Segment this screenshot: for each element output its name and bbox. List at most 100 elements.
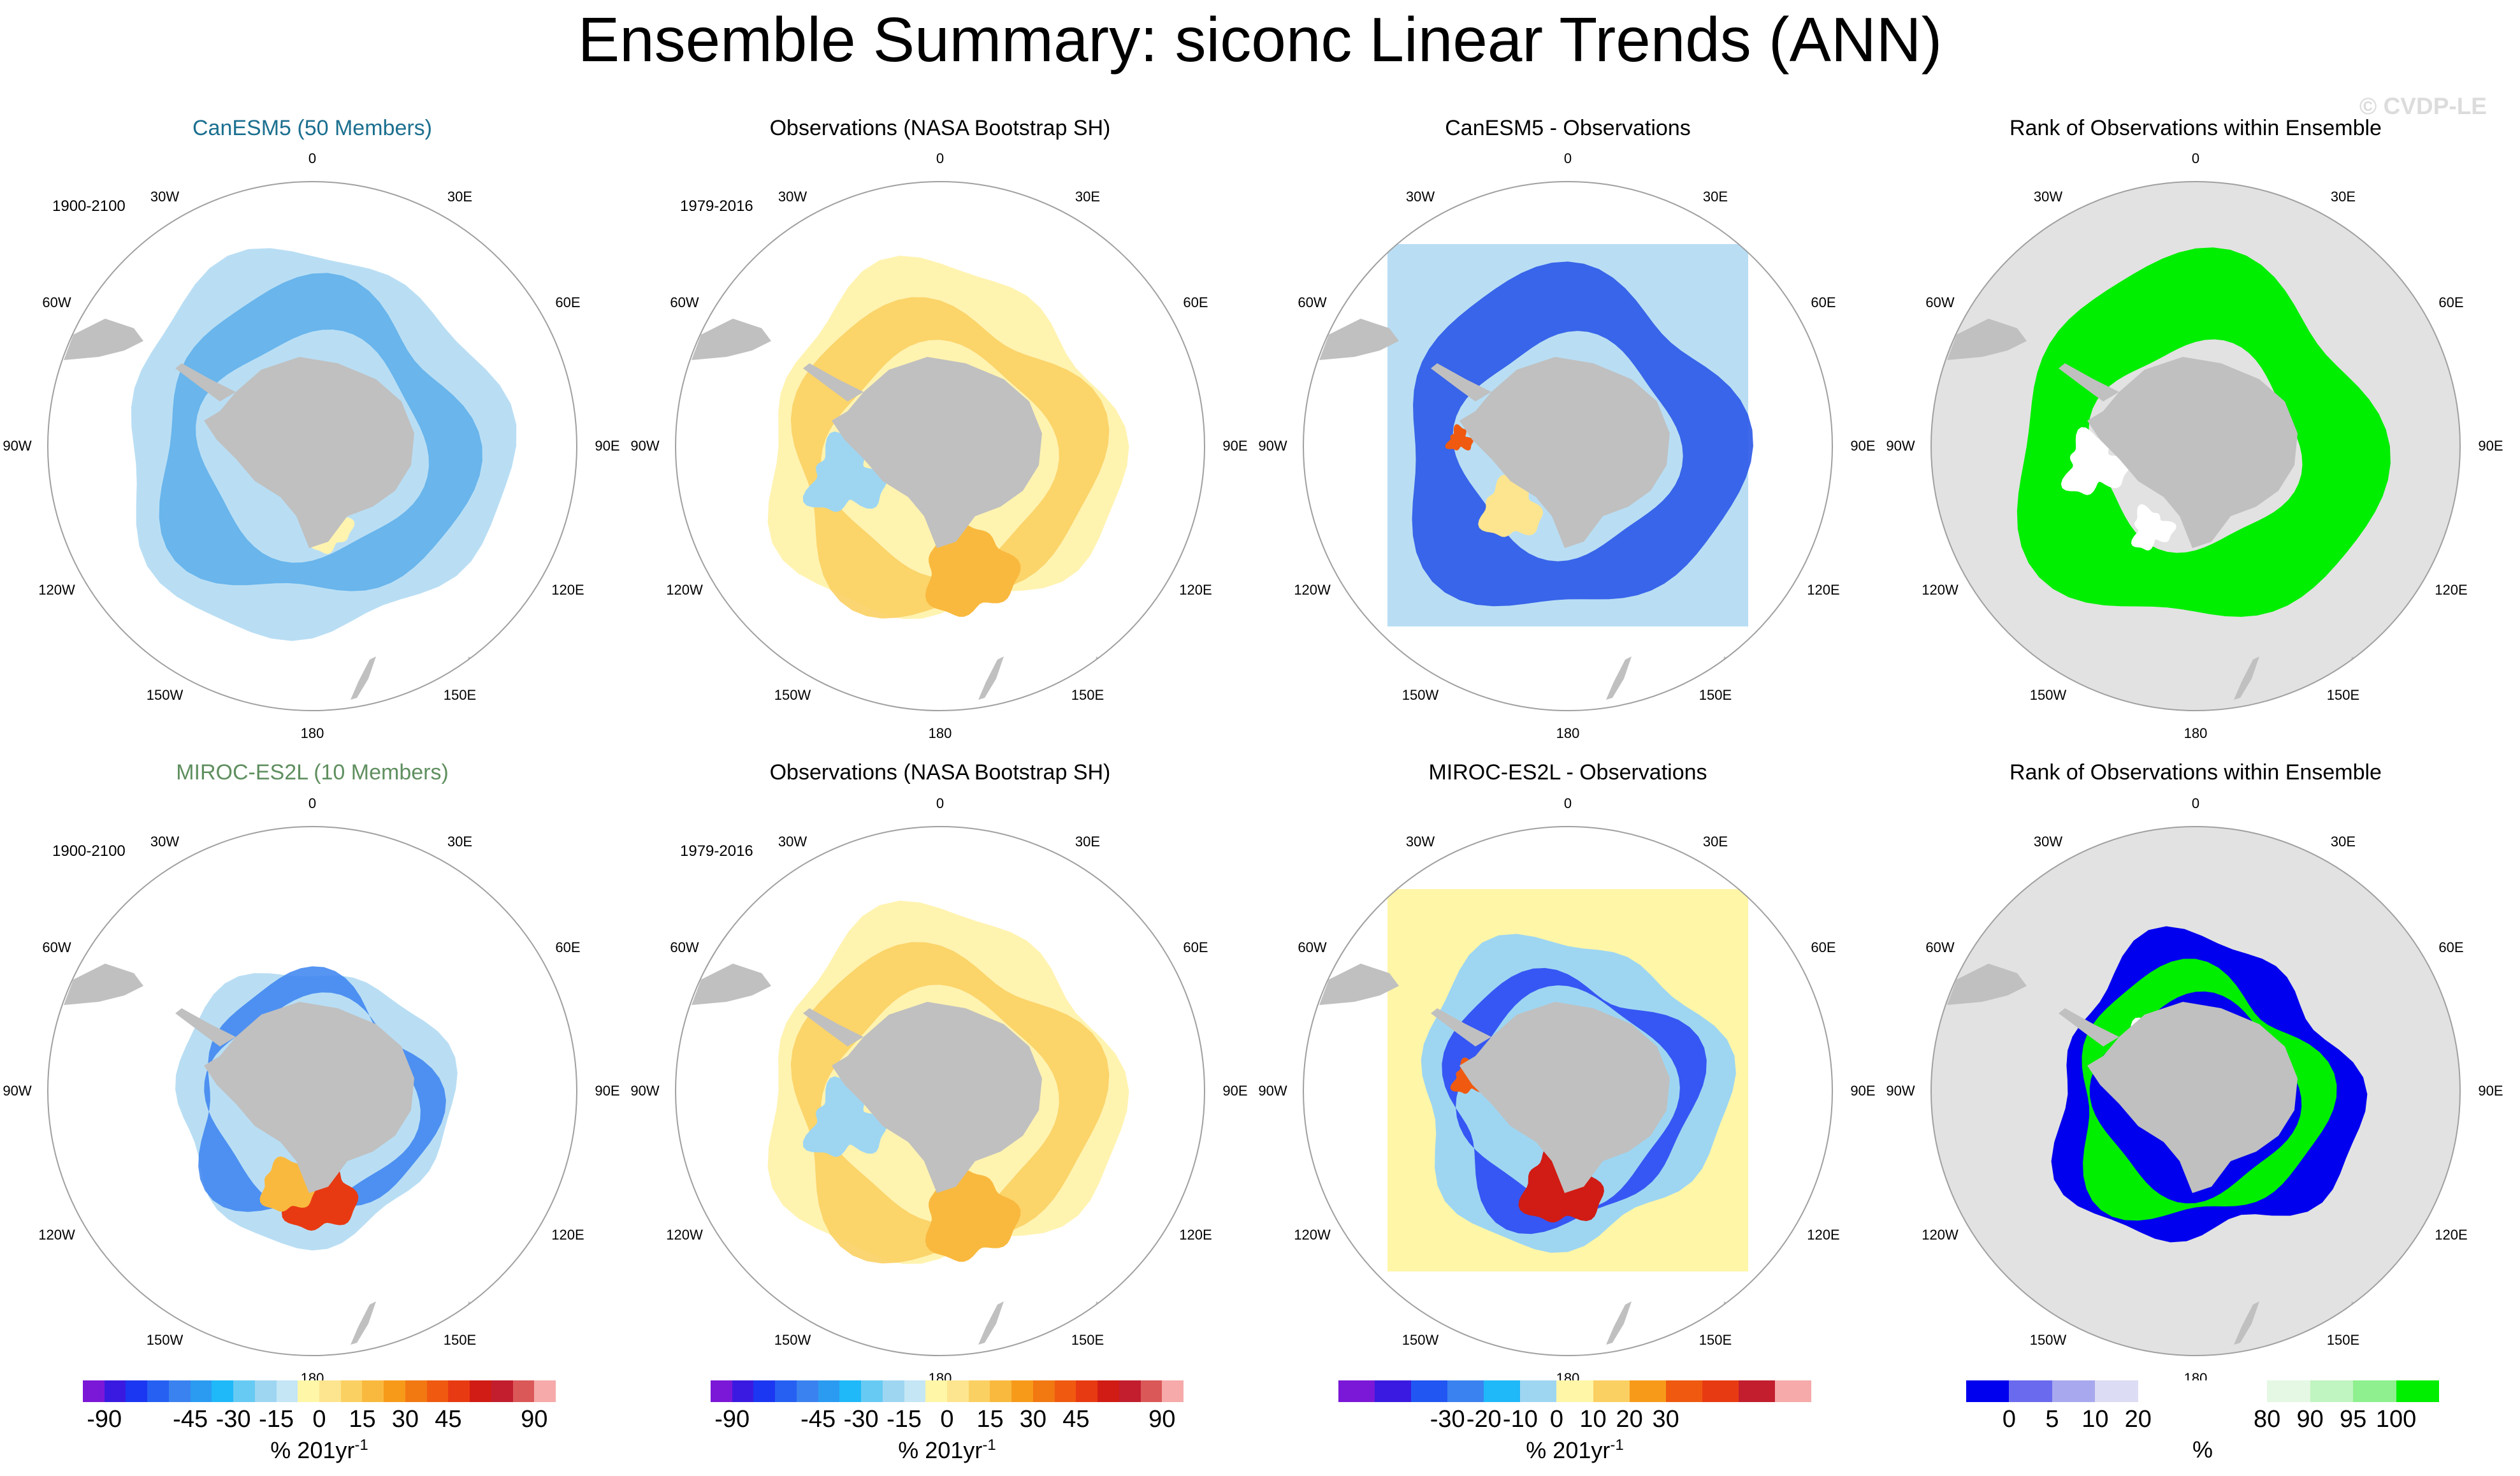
colorbar-tick-label: 30 — [391, 1406, 419, 1433]
longitude-label: 30E — [1702, 189, 1728, 205]
colorbar-tick-label: -45 — [173, 1406, 208, 1433]
map-boundary — [1930, 826, 2461, 1356]
colorbar-cell — [775, 1380, 797, 1402]
panel-title: MIROC-ES2L - Observations — [1428, 760, 1707, 785]
colorbar-cell — [990, 1380, 1012, 1402]
colorbar-tick-label: 30 — [1019, 1406, 1047, 1433]
longitude-label: 90E — [2478, 438, 2503, 454]
colorbar-tick-label: 90 — [1148, 1406, 1176, 1433]
map-boundary — [675, 826, 1205, 1356]
colorbar-cell — [1774, 1380, 1812, 1402]
longitude-label: 60E — [2438, 939, 2464, 955]
longitude-label: 120W — [1922, 581, 1959, 598]
colorbar-cell — [426, 1380, 449, 1402]
map-row2-col2 — [675, 826, 1205, 1356]
longitude-label: 120W — [1294, 1226, 1331, 1243]
new-zealand-landmass — [2234, 1301, 2259, 1345]
colorbar-cell — [732, 1380, 754, 1402]
new-zealand-landmass — [978, 656, 1004, 700]
colorbar-cell — [2138, 1380, 2182, 1402]
longitude-label: 120E — [551, 1226, 584, 1243]
colorbar-cell — [104, 1380, 126, 1402]
south-america-landmass — [1319, 319, 1399, 360]
colorbar-cell — [212, 1380, 234, 1402]
longitude-label: 60E — [1183, 294, 1208, 310]
longitude-label: 30W — [150, 189, 180, 205]
longitude-label: 60W — [670, 294, 699, 310]
longitude-label: 90W — [1886, 1083, 1915, 1099]
colorbar-cell — [2396, 1380, 2440, 1402]
longitude-label: 120W — [666, 581, 703, 598]
colorbar-cell — [1032, 1380, 1055, 1402]
panel-title: Observations (NASA Bootstrap SH) — [769, 760, 1111, 785]
figure-title: Ensemble Summary: siconc Linear Trends (… — [577, 4, 1943, 75]
colorbar-cell — [2009, 1380, 2053, 1402]
new-zealand-landmass — [2234, 656, 2259, 700]
colorbar-cell — [753, 1380, 776, 1402]
colorbar-cell — [1702, 1380, 1739, 1402]
period-label: 1900-2100 — [52, 843, 126, 860]
longitude-label: 150W — [1401, 686, 1439, 703]
colorbar-tick-label: 100 — [2375, 1406, 2417, 1433]
longitude-label: 120W — [38, 581, 75, 598]
colorbar-cell — [1011, 1380, 1034, 1402]
longitude-label: 120E — [2435, 1226, 2468, 1243]
colorbar-cell — [319, 1380, 342, 1402]
colorbar-cell — [384, 1380, 406, 1402]
longitude-label: 150W — [774, 686, 811, 703]
south-america-landmass — [692, 964, 771, 1005]
new-zealand-landmass — [1606, 1301, 1632, 1345]
map-boundary — [1303, 181, 1833, 711]
colorbar-cell — [448, 1380, 470, 1402]
map-boundary — [1930, 181, 2461, 711]
colorbar-cell — [2052, 1380, 2096, 1402]
longitude-label: 30E — [1075, 189, 1101, 205]
longitude-label: 150W — [2029, 1331, 2067, 1348]
colorbar-cell — [1119, 1380, 1141, 1402]
panel-title: Rank of Observations within Ensemble — [2009, 116, 2382, 140]
map-row2-col1 — [47, 826, 577, 1356]
colorbar-cell — [405, 1380, 428, 1402]
longitude-label: 150W — [2029, 686, 2067, 703]
antarctica-landmass — [832, 1002, 1042, 1193]
longitude-label: 60W — [42, 294, 71, 310]
longitude-label: 30E — [1702, 834, 1728, 850]
colorbar-cell — [2310, 1380, 2354, 1402]
longitude-label: 90E — [1850, 438, 1876, 454]
longitude-label: 150W — [146, 1331, 184, 1348]
colorbar-cell — [1966, 1380, 2009, 1402]
new-zealand-landmass — [351, 656, 376, 700]
colorbar-tick-label: 45 — [435, 1406, 462, 1433]
colorbar-cell — [534, 1380, 556, 1402]
longitude-label: 120W — [666, 1226, 703, 1243]
panel-title: CanESM5 (50 Members) — [192, 116, 432, 140]
new-zealand-landmass — [351, 1301, 376, 1345]
map-boundary — [47, 181, 577, 711]
map-boundary — [1303, 826, 1833, 1356]
colorbar-cell — [796, 1380, 819, 1402]
colorbar-tick-label: -15 — [887, 1406, 922, 1433]
longitude-label: 150E — [443, 686, 477, 703]
antarctica-landmass — [204, 357, 414, 548]
longitude-label: 30W — [2033, 189, 2063, 205]
longitude-label: 180 — [300, 725, 324, 741]
longitude-label: 30E — [1075, 834, 1101, 850]
colorbar-cell — [126, 1380, 148, 1402]
colorbar-tick-label: 15 — [349, 1406, 376, 1433]
longitude-label: 150W — [1401, 1331, 1439, 1348]
colorbar-cell — [2353, 1380, 2397, 1402]
colorbar-cell — [147, 1380, 170, 1402]
rank-colorbar: 0 5 10 20 80 90 95 100% — [1966, 1380, 2440, 1470]
colorbar-cell — [491, 1380, 514, 1402]
longitude-label: 90W — [1258, 1083, 1287, 1099]
longitude-label: 0 — [2191, 795, 2200, 811]
colorbar-cell — [190, 1380, 212, 1402]
longitude-label: 0 — [1563, 150, 1572, 166]
longitude-label: 150E — [2326, 1331, 2360, 1348]
south-america-landmass — [692, 319, 771, 360]
colorbar-cell — [1338, 1380, 1375, 1402]
colorbar-cell — [512, 1380, 535, 1402]
colorbar-cell — [1593, 1380, 1630, 1402]
colorbar-tick-label: 30 — [1652, 1406, 1679, 1433]
